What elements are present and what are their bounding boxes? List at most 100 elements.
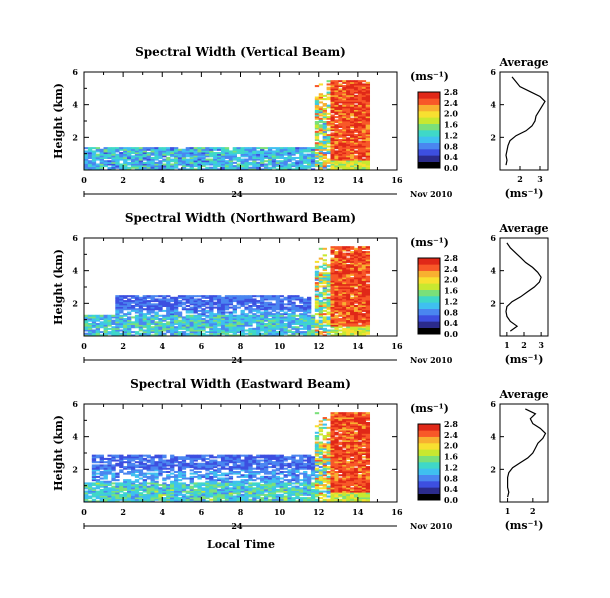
heatmap-cell [173, 163, 179, 166]
heatmap-cell [267, 329, 273, 332]
heatmap-cell [103, 319, 108, 322]
heatmap-cell [244, 493, 249, 496]
heatmap-cell [205, 309, 210, 312]
heatmap-cell [357, 300, 363, 303]
heatmap-cell [138, 454, 144, 457]
heatmap-cell [365, 109, 371, 112]
heatmap-cell [189, 148, 194, 151]
heatmap-cell [346, 99, 351, 102]
heatmap-cell [365, 99, 371, 102]
heatmap-cell [177, 472, 183, 475]
heatmap-cell [357, 295, 363, 298]
heatmap-cell [365, 264, 371, 267]
heatmap-cell [303, 327, 308, 330]
heatmap-cell [197, 314, 202, 317]
heatmap-cell [279, 482, 284, 485]
heatmap-cell [181, 482, 187, 485]
heatmap-cell [150, 304, 155, 307]
heatmap-cell [232, 327, 237, 330]
heatmap-cell [330, 143, 335, 146]
heatmap-cell [330, 288, 335, 291]
heatmap-cell [310, 474, 316, 477]
heatmap-cell [220, 309, 226, 312]
heatmap-cell [197, 318, 202, 321]
heatmap-cell [189, 311, 194, 314]
heatmap-cell [350, 85, 355, 88]
heatmap-cell [342, 283, 347, 286]
heatmap-cell [130, 498, 136, 501]
heatmap-cell [205, 300, 210, 303]
profile-xlabel: (ms⁻¹) [505, 353, 544, 366]
heatmap-cell [346, 249, 351, 252]
heatmap-cell [260, 498, 265, 501]
heatmap-cell [236, 470, 241, 473]
colorbar-swatch [418, 155, 440, 162]
heatmap-cell [99, 334, 104, 337]
heatmap-cell [119, 152, 124, 155]
heatmap-cell [142, 472, 147, 475]
heatmap-cell [361, 270, 367, 273]
heatmap-cell [240, 314, 245, 317]
heatmap-cell [318, 111, 324, 114]
heatmap-cell [236, 485, 241, 488]
heatmap-cell [181, 319, 187, 322]
heatmap-cell [350, 147, 355, 150]
heatmap-cell [201, 326, 206, 329]
heatmap-cell [361, 153, 367, 156]
heatmap-cell [256, 150, 261, 153]
heatmap-cell [220, 459, 226, 462]
heatmap-cell [193, 298, 198, 301]
heatmap-cell [350, 313, 355, 316]
y-tick-label: 4 [72, 266, 78, 276]
heatmap-cell [303, 456, 308, 459]
heatmap-cell [314, 459, 320, 462]
heatmap-cell [330, 267, 335, 270]
heatmap-cell [322, 272, 327, 275]
heatmap-cell [185, 314, 191, 317]
heatmap-cell [267, 160, 273, 163]
heatmap-cell [248, 321, 253, 324]
heatmap-cell [330, 329, 335, 332]
heatmap-cell [95, 327, 101, 330]
heatmap-cell [95, 326, 101, 329]
heatmap-cell [162, 295, 167, 298]
heatmap-cell [330, 163, 335, 166]
heatmap-cell [334, 265, 339, 268]
heatmap-cell [365, 313, 371, 316]
heatmap-cell [334, 291, 339, 294]
heatmap-cell [279, 168, 284, 171]
heatmap-cell [342, 300, 347, 303]
heatmap-cell [134, 324, 140, 327]
heatmap-cell [166, 150, 171, 153]
heatmap-cell [361, 88, 367, 91]
heatmap-cell [256, 168, 261, 171]
heatmap-cell [326, 488, 331, 491]
heatmap-cell [318, 482, 324, 485]
heatmap-cell [330, 140, 335, 143]
heatmap-cell [138, 166, 144, 169]
heatmap-cell [326, 492, 331, 495]
heatmap-cell [248, 493, 253, 496]
heatmap-cell [209, 168, 214, 171]
heatmap-cell [338, 308, 343, 311]
heatmap-cell [326, 91, 331, 94]
heatmap-cell [224, 456, 230, 459]
heatmap-cell [228, 493, 234, 496]
heatmap-cell [322, 304, 327, 307]
heatmap-cell [357, 116, 363, 119]
heatmap-cell [146, 153, 151, 156]
heatmap-cell [271, 464, 277, 467]
heatmap-cell [365, 104, 371, 107]
heatmap-cell [252, 298, 257, 301]
heatmap-cell [119, 304, 124, 307]
heatmap-cell [361, 165, 367, 168]
heatmap-cell [326, 324, 331, 327]
heatmap-cell [303, 485, 308, 488]
heatmap-cell [346, 121, 351, 124]
heatmap-cell [357, 85, 363, 88]
heatmap-cell [236, 301, 241, 304]
heatmap-cell [193, 498, 198, 501]
heatmap-cell [357, 88, 363, 91]
heatmap-cell [185, 326, 191, 329]
heatmap-cell [279, 303, 284, 306]
